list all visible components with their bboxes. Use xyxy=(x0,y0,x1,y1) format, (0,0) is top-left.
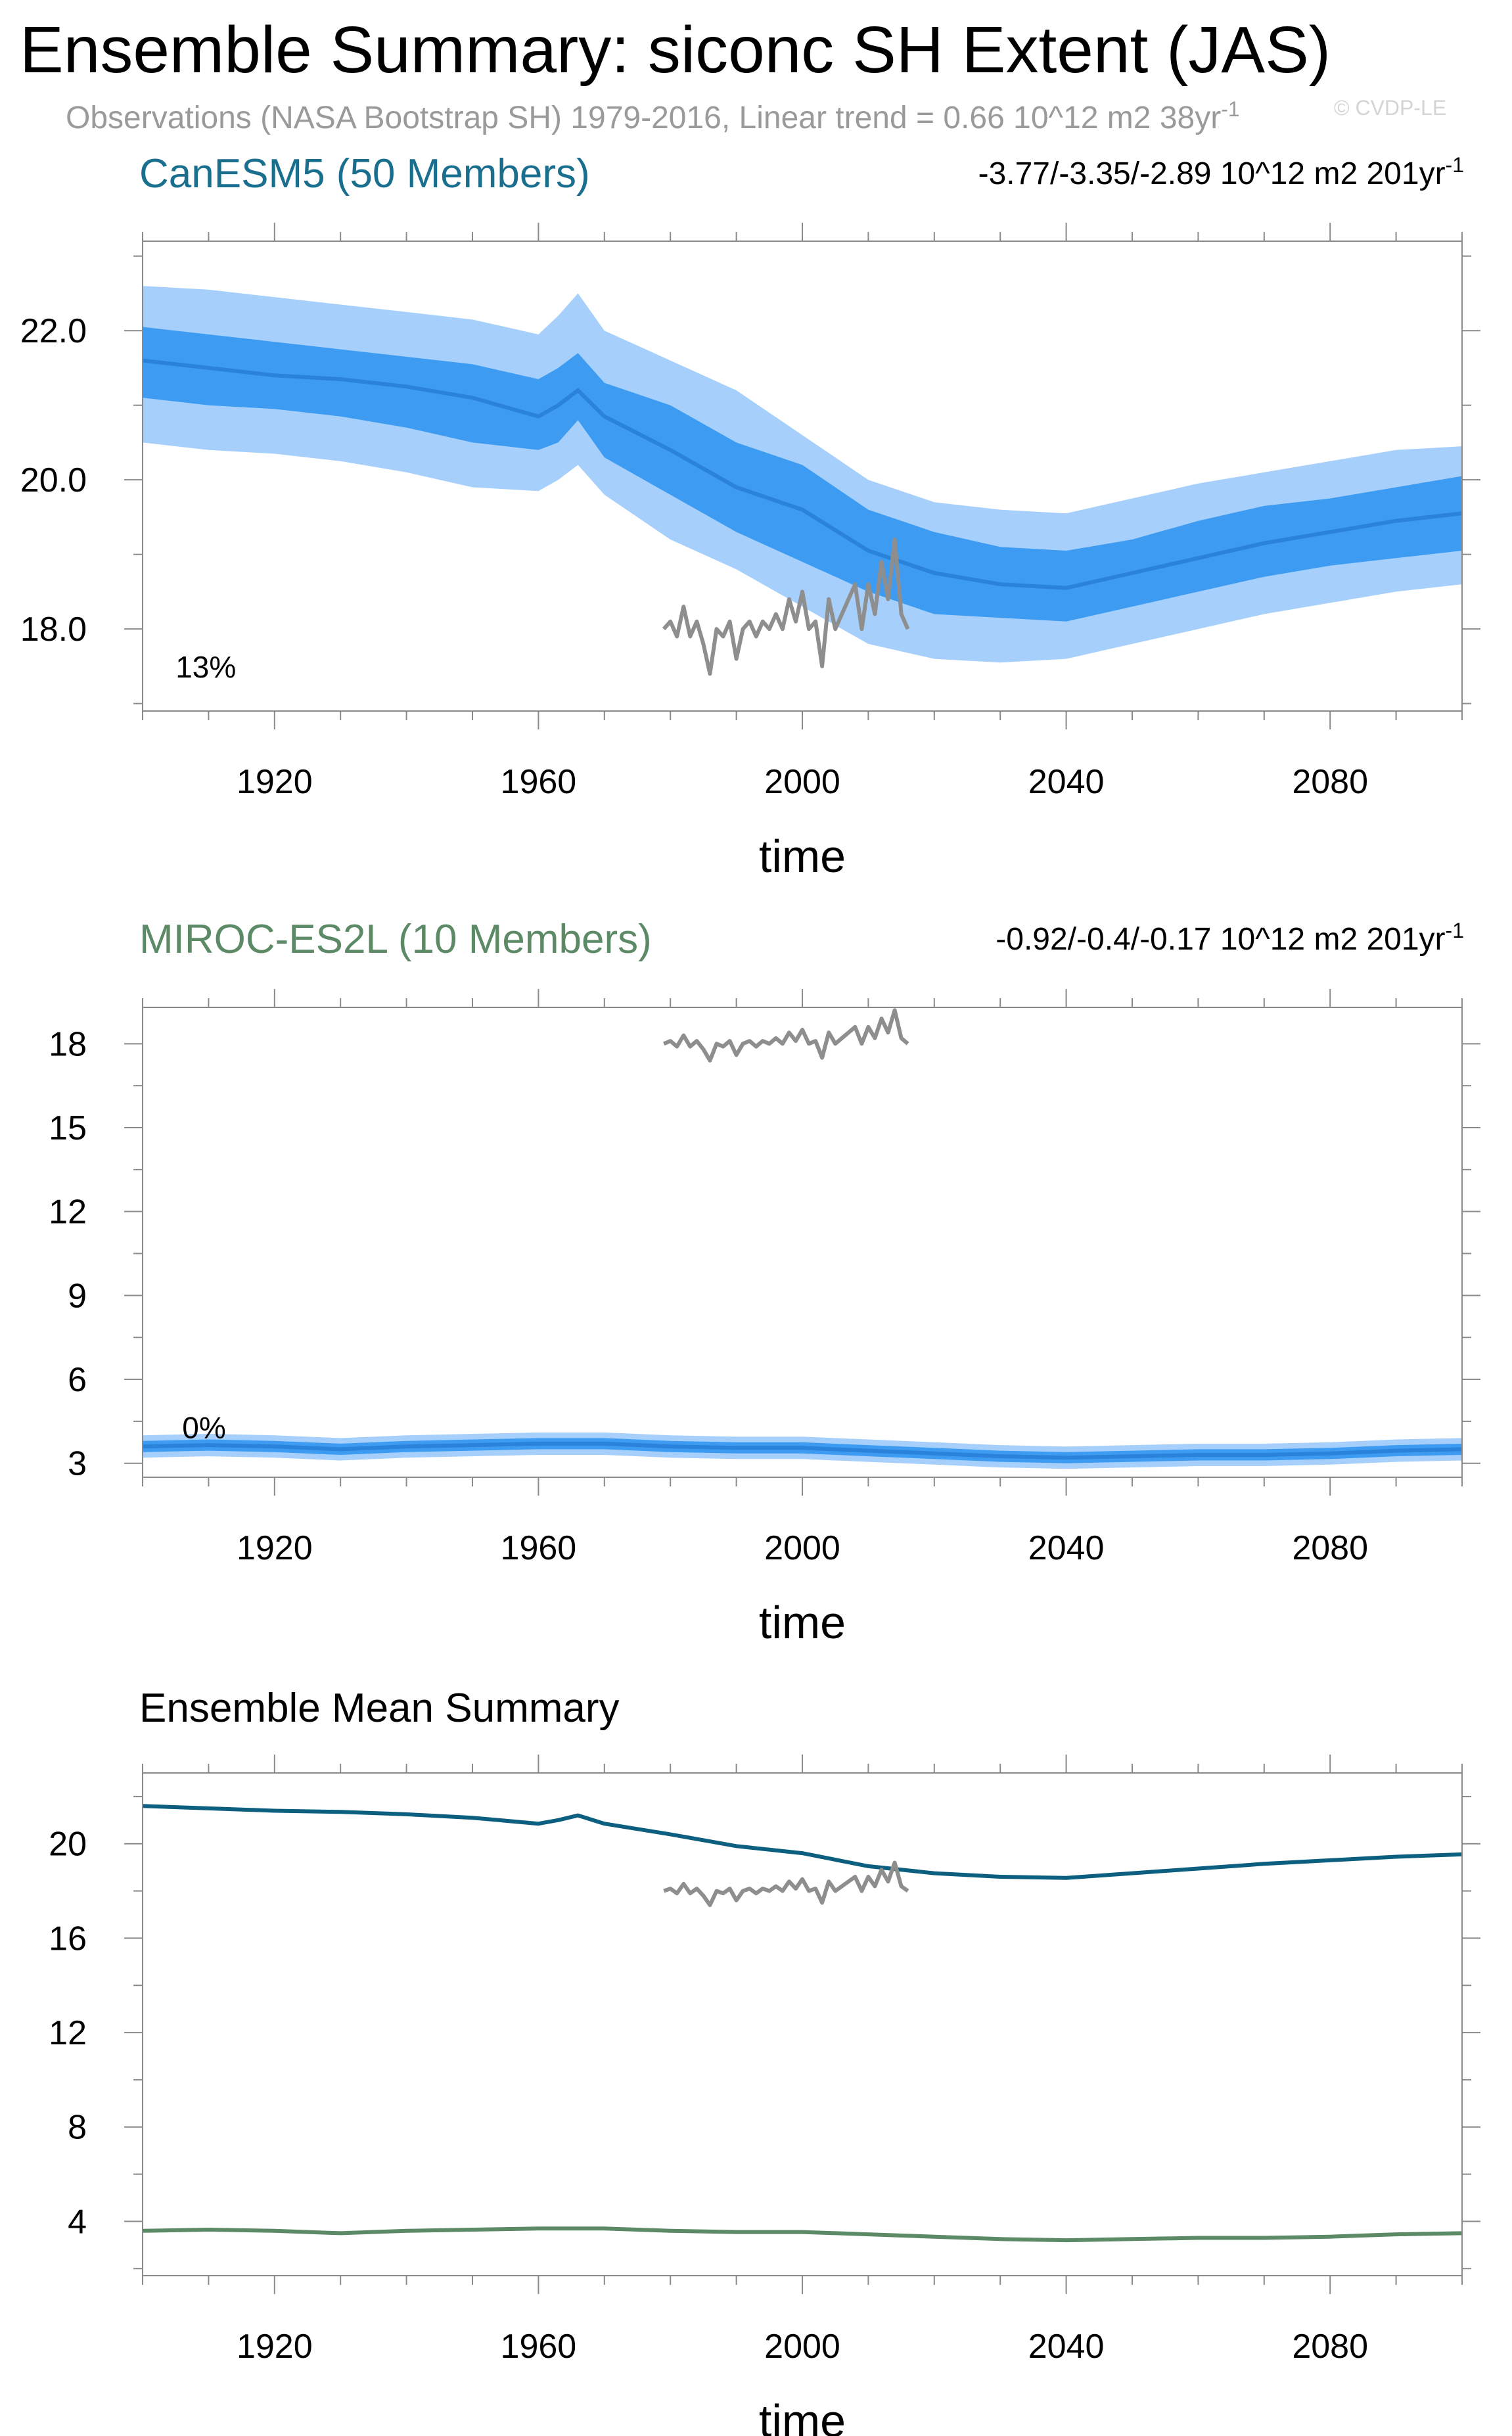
figure-title: Ensemble Summary: siconc SH Extent (JAS) xyxy=(20,13,1331,87)
y-tick-label: 6 xyxy=(68,1361,87,1399)
plot-frame-miroc xyxy=(142,1007,1463,1478)
observations-line xyxy=(663,1008,909,1063)
plot-frame-ensmean xyxy=(142,1772,1463,2276)
y-tick-label: 12 xyxy=(49,1193,87,1231)
panels: CanESM5 (50 Members) -3.77/-3.35/-2.89 10… xyxy=(20,151,1480,2436)
trend-text-miroc: -0.92/-0.4/-0.17 10^12 m2 201yr xyxy=(996,922,1445,957)
percent-label-canesm5: 13% xyxy=(175,650,236,684)
x-tick-label: 1960 xyxy=(501,1529,577,1567)
x-tick-label: 2040 xyxy=(1028,2328,1105,2366)
panel-title-miroc: MIROC-ES2L (10 Members) xyxy=(139,917,652,962)
figure-subtitle: Observations (NASA Bootstrap SH) 1979-20… xyxy=(66,97,1240,135)
series-line-obs xyxy=(663,1860,909,1908)
y-tick-label: 4 xyxy=(68,2203,87,2241)
x-tick-label: 2000 xyxy=(764,1529,840,1567)
x-tick-label: 2080 xyxy=(1292,1529,1368,1567)
panel-miroc: MIROC-ES2L (10 Members) -0.92/-0.4/-0.17 … xyxy=(49,917,1480,1648)
y-tick-label: 20.0 xyxy=(20,461,87,499)
spread-inner-band xyxy=(143,327,1462,622)
subtitle-superscript: -1 xyxy=(1221,97,1239,121)
x-tick-label: 2080 xyxy=(1292,2328,1368,2366)
trend-label-canesm5: -3.77/-3.35/-2.89 10^12 m2 201yr-1 xyxy=(978,153,1464,191)
x-tick-label: 2040 xyxy=(1028,1529,1105,1567)
trend-superscript-canesm5: -1 xyxy=(1446,153,1464,177)
y-tick-label: 3 xyxy=(68,1445,87,1483)
x-tick-label: 2000 xyxy=(764,2328,840,2366)
y-tick-label: 18.0 xyxy=(20,610,87,649)
x-axis-label-ensmean: time xyxy=(759,2395,846,2436)
observations-line xyxy=(662,538,910,676)
ensemble-mean-line xyxy=(143,1441,1462,1460)
subtitle-text: Observations (NASA Bootstrap SH) 1979-20… xyxy=(66,101,1221,135)
y-tick-label: 22.0 xyxy=(20,312,87,350)
plot-area-ensmean xyxy=(143,1804,1462,2243)
percent-label-miroc: 0% xyxy=(182,1410,225,1444)
trend-text-canesm5: -3.77/-3.35/-2.89 10^12 m2 201yr xyxy=(978,156,1446,191)
x-tick-label: 1920 xyxy=(237,1529,313,1567)
panel-canesm5: CanESM5 (50 Members) -3.77/-3.35/-2.89 10… xyxy=(20,151,1480,882)
y-tick-label: 20 xyxy=(49,1826,87,1864)
trend-superscript-miroc: -1 xyxy=(1446,919,1464,942)
x-tick-label: 1960 xyxy=(501,763,577,801)
x-tick-label: 2040 xyxy=(1028,763,1105,801)
y-tick-label: 8 xyxy=(68,2109,87,2147)
watermark: © CVDP-LE xyxy=(1334,96,1446,120)
y-tick-label: 9 xyxy=(68,1277,87,1315)
x-tick-label: 2080 xyxy=(1292,763,1368,801)
panel-title-ensmean: Ensemble Mean Summary xyxy=(139,1686,620,1731)
trend-label-miroc: -0.92/-0.4/-0.17 10^12 m2 201yr-1 xyxy=(996,919,1464,957)
series-line-canesm5 xyxy=(143,1804,1462,1880)
x-axis-label-miroc: time xyxy=(759,1597,846,1648)
x-axis-label-canesm5: time xyxy=(759,831,846,882)
x-tick-label: 1920 xyxy=(237,763,313,801)
x-tick-label: 1960 xyxy=(501,2328,577,2366)
plot-area-canesm5 xyxy=(143,286,1462,676)
y-tick-label: 16 xyxy=(49,1919,87,1958)
ensemble-mean-line xyxy=(143,358,1462,590)
panel-title-canesm5: CanESM5 (50 Members) xyxy=(139,151,590,196)
y-tick-label: 12 xyxy=(49,2014,87,2052)
series-line-miroc xyxy=(143,2226,1462,2243)
x-tick-label: 2000 xyxy=(764,763,840,801)
plot-area-miroc xyxy=(143,1008,1462,1469)
y-tick-label: 15 xyxy=(49,1109,87,1147)
y-tick-label: 18 xyxy=(49,1025,87,1063)
x-tick-label: 1920 xyxy=(237,2328,313,2366)
